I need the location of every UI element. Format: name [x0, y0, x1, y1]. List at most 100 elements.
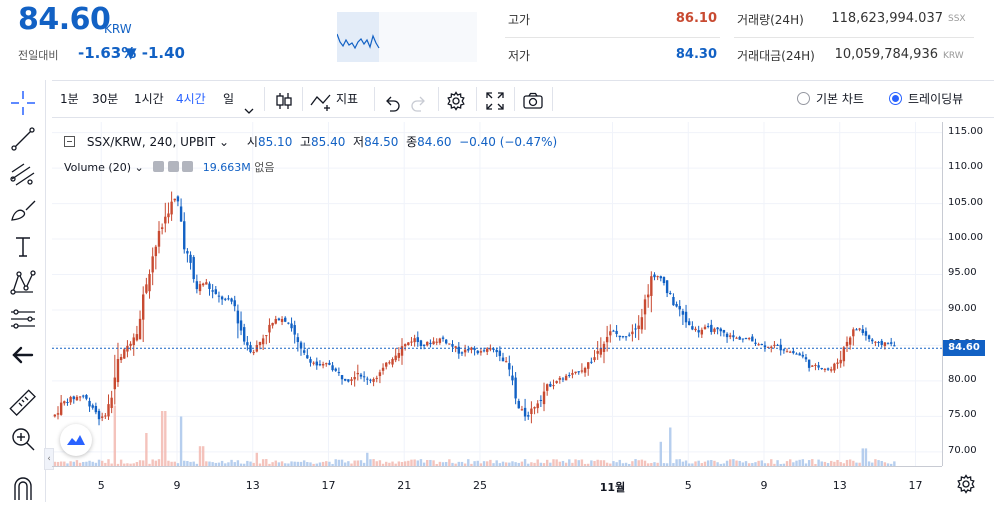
candle-body-164 — [571, 373, 574, 375]
tradingview-radio[interactable] — [889, 92, 902, 105]
volume-bar-187 — [643, 460, 647, 466]
candle-body-128 — [457, 346, 461, 354]
volume-bar-176 — [609, 463, 612, 466]
candle-body-160 — [558, 377, 562, 380]
volume-bar-15 — [100, 460, 104, 466]
brush-icon[interactable] — [8, 196, 38, 226]
volume-bar-120 — [432, 460, 435, 466]
price-chart[interactable] — [52, 122, 942, 466]
volume-dropdown-icon[interactable]: ⌄ — [134, 161, 144, 174]
candle-body-83 — [315, 361, 318, 366]
volume-bar-250 — [842, 463, 846, 466]
current-price: 84.60 — [18, 2, 111, 37]
candle-body-256 — [861, 329, 864, 333]
x-tick-4: 21 — [397, 479, 412, 492]
candle-body-144 — [508, 363, 511, 370]
candle-body-199 — [681, 311, 685, 315]
volume-bar-224 — [760, 460, 763, 466]
candle-body-118 — [426, 341, 429, 346]
basic-chart-radio[interactable] — [797, 92, 810, 105]
chart-pane[interactable] — [52, 122, 942, 466]
y-tick-9: 70.00 — [948, 444, 977, 456]
candle-body-46 — [198, 284, 202, 292]
x-tick-8: 9 — [760, 479, 768, 492]
interval-dropdown-icon[interactable] — [244, 94, 254, 114]
interval-1h[interactable]: 1시간 — [134, 92, 164, 106]
candle-body-94 — [350, 379, 353, 381]
camera-icon[interactable] — [522, 89, 544, 109]
candle-body-101 — [372, 379, 375, 382]
candle-body-215 — [732, 335, 735, 338]
candle-body-113 — [410, 341, 413, 343]
volume-bar-9 — [82, 461, 85, 466]
volume-bar-201 — [688, 463, 691, 466]
volume-bar-107 — [391, 461, 394, 466]
x-tick-0: 5 — [97, 479, 105, 492]
logo-badge-icon[interactable] — [60, 424, 92, 456]
candle-body-161 — [561, 378, 565, 380]
low-label: 저가 — [508, 49, 531, 63]
indicator-icon[interactable] — [310, 89, 334, 111]
volume-bar-159 — [555, 459, 558, 466]
candle-body-257 — [864, 331, 868, 336]
axis-settings-icon[interactable] — [956, 474, 976, 494]
trend-line-icon[interactable] — [8, 124, 38, 154]
candle-body-75 — [290, 323, 293, 329]
interval-day[interactable]: 일 — [223, 92, 235, 106]
crosshair-icon[interactable] — [8, 88, 38, 118]
volume-bar-135 — [479, 463, 483, 466]
candle-body-162 — [564, 375, 568, 381]
undo-icon[interactable] — [383, 90, 401, 112]
tradingview-label[interactable]: 트레이딩뷰 — [908, 92, 964, 106]
volume-bar-125 — [448, 459, 451, 466]
measure-icon[interactable] — [8, 304, 38, 334]
volume-bar-99 — [366, 452, 369, 466]
volume-name[interactable]: Volume (20) — [64, 161, 131, 174]
ruler-icon[interactable] — [8, 388, 38, 418]
magnet-icon[interactable] — [8, 472, 38, 502]
volume-bar-55 — [227, 462, 230, 466]
volume-bar-257 — [864, 448, 868, 466]
volume-bar-70 — [274, 460, 277, 466]
candle-body-55 — [227, 298, 230, 300]
redo-icon[interactable] — [410, 90, 428, 112]
collapse-toolbar-icon[interactable]: ‹ — [44, 448, 54, 470]
last-price-label: 84.60 — [943, 340, 985, 357]
fib-tool-icon[interactable] — [8, 160, 38, 190]
time-axis[interactable] — [52, 466, 942, 502]
settings-icon[interactable] — [446, 89, 466, 111]
legend-collapse-icon[interactable] — [64, 136, 75, 147]
volume-bar-265 — [889, 463, 893, 466]
legend-low-label: 저 — [353, 135, 365, 149]
candle-body-236 — [798, 353, 801, 356]
volume-bar-110 — [400, 461, 404, 466]
y-tick-3: 100.00 — [948, 232, 983, 244]
candle-body-211 — [719, 328, 722, 332]
candle-body-73 — [284, 317, 287, 322]
text-icon[interactable] — [8, 232, 38, 262]
volume-bar-50 — [211, 462, 214, 466]
candle-body-2 — [59, 402, 63, 415]
candle-type-icon[interactable] — [274, 89, 294, 109]
basic-chart-label[interactable]: 기본 차트 — [816, 92, 864, 106]
symbol-dropdown-icon[interactable]: ⌄ — [219, 135, 230, 149]
volume-bar-240 — [811, 459, 814, 466]
close-icon[interactable] — [182, 161, 194, 172]
legend-high: 85.40 — [311, 135, 346, 149]
interval-30m[interactable]: 30분 — [92, 92, 119, 106]
candle-body-205 — [700, 329, 704, 335]
interval-1m[interactable]: 1분 — [60, 92, 79, 106]
price-axis[interactable] — [942, 122, 994, 466]
legend-symbol[interactable]: SSX/KRW, 240, UPBIT — [86, 135, 216, 149]
indicator-button[interactable]: 지표 — [336, 92, 359, 106]
volume-bar-5 — [69, 461, 72, 466]
eye-icon[interactable] — [153, 161, 165, 172]
pattern-icon[interactable] — [8, 268, 38, 298]
candle-body-261 — [877, 342, 880, 344]
gear-icon[interactable] — [167, 161, 179, 172]
fullscreen-icon[interactable] — [485, 89, 505, 110]
volume-bar-71 — [277, 462, 281, 466]
zoom-icon[interactable] — [8, 424, 38, 454]
back-arrow-icon[interactable] — [8, 340, 38, 370]
interval-4h[interactable]: 4시간 — [176, 92, 206, 106]
